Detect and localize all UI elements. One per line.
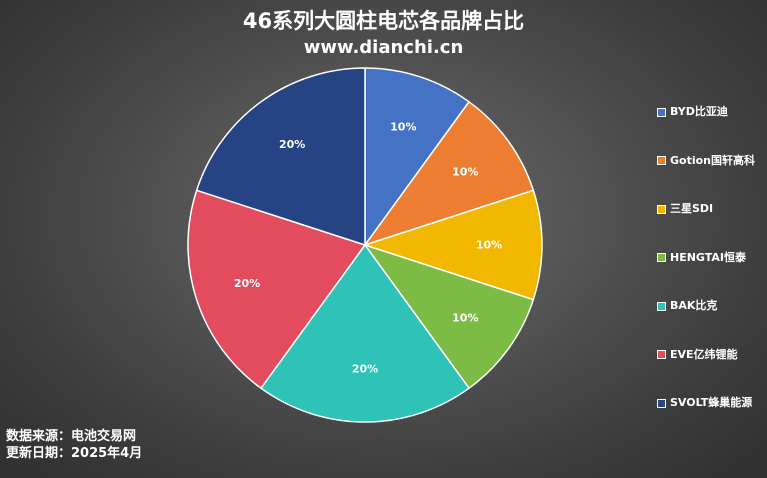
legend-label-5: BAK比克 <box>670 299 718 312</box>
legend-label-3: 三星SDI <box>670 202 714 215</box>
legend-swatch-6 <box>657 350 666 359</box>
legend-item-6: EVE亿纬锂能 <box>657 347 738 363</box>
pie-data-label-5: 20% <box>352 363 378 376</box>
pie-slice-5 <box>260 244 470 423</box>
pie-slice-7 <box>195 67 366 246</box>
legend-swatch-4 <box>657 253 666 262</box>
legend-swatch-3 <box>657 204 666 214</box>
legend-item-3: 三星SDI <box>657 201 713 217</box>
legend-swatch-1 <box>657 107 666 117</box>
pie-slice-2 <box>364 101 535 246</box>
pie-slice-3 <box>364 189 543 301</box>
legend-item-2: Gotion国轩高科 <box>657 153 755 169</box>
pie-slice-1 <box>364 67 470 246</box>
pie-slice-4 <box>364 244 535 389</box>
chart-title: 46系列大圆柱电芯各品牌占比 <box>242 9 525 33</box>
pie-data-label-7: 20% <box>279 138 305 151</box>
legend-item-7: SVOLT蜂巢能源 <box>657 395 752 411</box>
legend-swatch-5 <box>657 301 666 311</box>
legend-label-7: SVOLT蜂巢能源 <box>670 396 753 409</box>
pie-data-label-4: 10% <box>452 311 478 324</box>
legend-label-4: HENGTAI恒泰 <box>670 250 747 264</box>
legend-item-1: BYD比亚迪 <box>657 104 728 120</box>
legend-item-5: BAK比克 <box>657 298 717 314</box>
pie-data-label-2: 10% <box>452 166 478 179</box>
legend-label-1: BYD比亚迪 <box>670 105 728 118</box>
legend-swatch-2 <box>657 156 666 165</box>
data-source-note: 数据来源：电池交易网 <box>6 429 137 444</box>
chart-subtitle: www.dianchi.cn <box>303 37 464 58</box>
pie-data-label-1: 10% <box>390 121 416 134</box>
pie-data-label-3: 10% <box>476 239 502 252</box>
pie-slice-6 <box>187 189 366 389</box>
legend-swatch-7 <box>657 398 666 408</box>
update-date-note: 更新日期：2025年4月 <box>6 446 143 461</box>
legend-label-6: EVE亿纬锂能 <box>670 347 738 361</box>
legend-item-4: HENGTAI恒泰 <box>657 250 746 266</box>
pie-data-label-6: 20% <box>234 277 260 290</box>
legend-label-2: Gotion国轩高科 <box>670 153 756 167</box>
